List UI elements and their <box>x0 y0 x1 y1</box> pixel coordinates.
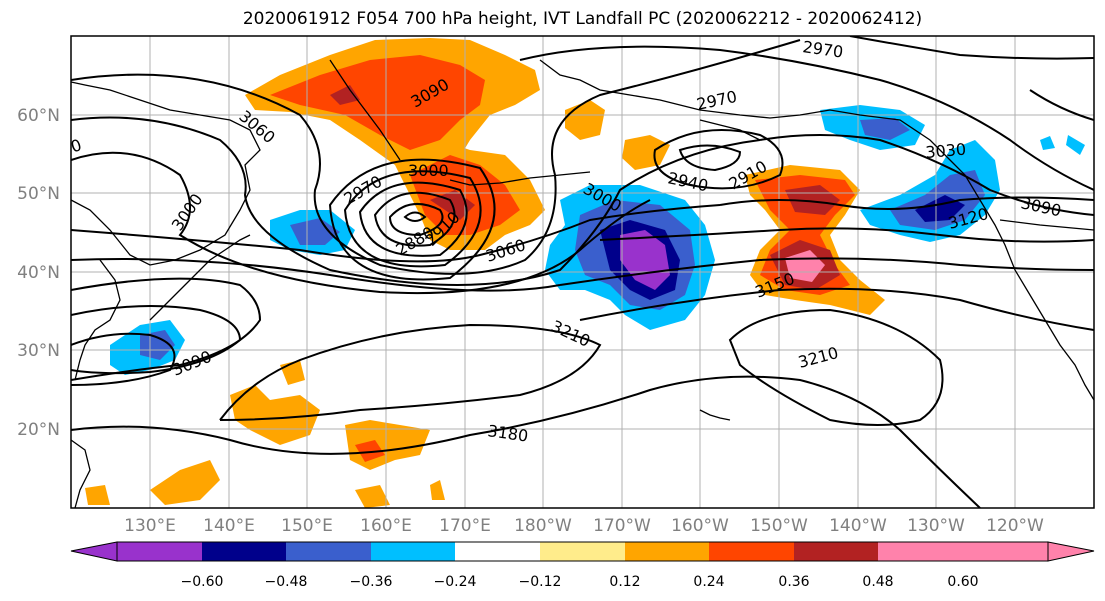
colorbar-tick: 0.12 <box>609 574 640 590</box>
colorbar-segment <box>371 542 455 561</box>
coast-asia <box>71 81 261 266</box>
colorbar-segment <box>540 542 625 561</box>
colorbar-segment <box>286 542 371 561</box>
colorbar-segment <box>117 542 202 561</box>
lon-label: 170°E <box>439 516 491 536</box>
coast-alaska <box>539 59 1094 401</box>
colorbar-tick: −0.12 <box>519 574 562 590</box>
contour-east-3 <box>559 257 1094 286</box>
contour-east-4 <box>579 287 1094 331</box>
lat-label: 40°N <box>17 263 60 283</box>
colorbar-tick: 0.24 <box>693 574 724 590</box>
colorbar-segment <box>709 542 794 561</box>
contour-3210 <box>219 323 602 421</box>
contour-3120 <box>71 305 242 375</box>
height-contours <box>71 36 1094 508</box>
colorbar-segments <box>71 542 1094 561</box>
contour-low-1 <box>403 211 427 222</box>
coastlines <box>71 59 1094 508</box>
colorbar-tick: −0.48 <box>265 574 308 590</box>
lon-label: 160°E <box>360 516 412 536</box>
lat-label: 20°N <box>17 420 60 440</box>
lon-label: 130°E <box>124 516 176 536</box>
lon-label: 140°W <box>829 516 887 536</box>
lon-label: 140°E <box>203 516 255 536</box>
contour-label: 3000 <box>408 161 449 180</box>
lon-label: 170°W <box>593 516 651 536</box>
colorbar: −0.60 −0.48 −0.36 −0.24 −0.12 0.12 0.24 … <box>70 541 1095 590</box>
contour-north-1 <box>519 45 1094 191</box>
colorbar-tick: −0.36 <box>350 574 393 590</box>
colorbar-segment <box>455 542 540 561</box>
contour-3150 <box>71 332 176 386</box>
lon-label: 130°W <box>907 516 965 536</box>
coast-japan <box>149 234 251 321</box>
contour-3210-east <box>728 308 944 426</box>
contour-3090-south <box>71 277 262 381</box>
islands-aleutian <box>449 171 591 186</box>
contour-east-2 <box>599 227 1094 243</box>
colorbar-tick: −0.60 <box>181 574 224 590</box>
colorbar-tick: 0.36 <box>778 574 809 590</box>
colorbar-tick: −0.24 <box>434 574 477 590</box>
colorbar-arrow-right <box>1048 542 1094 561</box>
lat-label: 30°N <box>17 341 60 361</box>
contour-low-2 <box>388 202 444 237</box>
chart-title: 2020061912 F054 700 hPa height, IVT Land… <box>242 9 923 29</box>
lon-label: 180°W <box>514 516 572 536</box>
colorbar-arrow-left <box>71 542 117 561</box>
contour-low-3 <box>373 191 456 247</box>
contour-2970 <box>71 39 801 275</box>
colorbar-frame <box>116 541 1049 562</box>
map-frame <box>70 35 1095 509</box>
colorbar-tick: 0.60 <box>947 574 978 590</box>
contour-3060 <box>71 204 721 263</box>
contour-3000 <box>71 116 761 286</box>
colorbar-segment <box>625 542 709 561</box>
contour-3090 <box>71 258 561 292</box>
lon-label: 120°W <box>986 516 1044 536</box>
lon-label: 150°E <box>281 516 333 536</box>
lon-label: 150°W <box>750 516 808 536</box>
lat-label: 50°N <box>17 184 60 204</box>
islands-hawaii <box>699 409 731 421</box>
lat-label: 60°N <box>17 106 60 126</box>
colorbar-segment <box>878 542 963 561</box>
colorbar-segment <box>794 542 878 561</box>
contour-3030 <box>71 151 651 295</box>
longitude-labels: 130°E 140°E 150°E 160°E 170°E 180°W 170°… <box>124 516 1044 536</box>
coast-kamchatka <box>329 59 401 161</box>
shade-red-kamchatka <box>270 55 485 150</box>
contour-north-2 <box>759 134 1094 216</box>
contour-2910-low <box>653 129 784 190</box>
contour-east-1 <box>719 196 1094 210</box>
colorbar-segment <box>202 542 286 561</box>
colorbar-segment <box>963 542 1048 561</box>
latitude-labels: 60°N 50°N 40°N 30°N 20°N <box>17 106 60 440</box>
shade-warm-south <box>230 385 320 445</box>
colorbar-ticks: −0.60 −0.48 −0.36 −0.24 −0.12 0.12 0.24 … <box>181 574 979 590</box>
lon-label: 160°W <box>671 516 729 536</box>
colorbar-tick: 0.48 <box>862 574 893 590</box>
contour-label: 3030 <box>925 140 967 162</box>
us-border <box>999 219 1094 231</box>
